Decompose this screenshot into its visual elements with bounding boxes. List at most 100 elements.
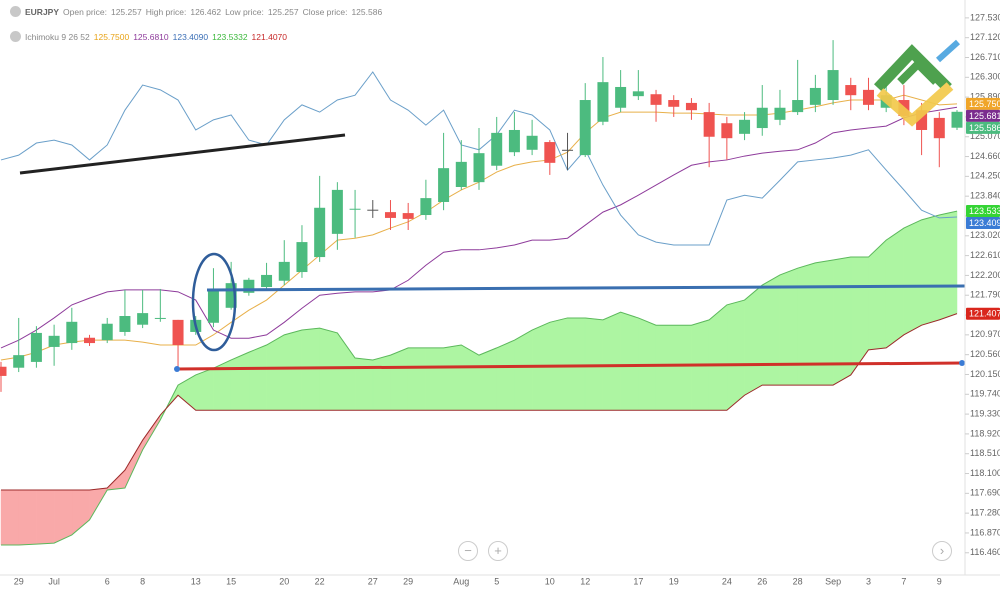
- x-tick-label: 3: [866, 576, 871, 586]
- candle-body: [792, 100, 804, 113]
- x-tick-label: 20: [279, 576, 289, 586]
- candle-body: [48, 335, 60, 347]
- cloud-segment: [337, 332, 356, 411]
- x-tick-label: 9: [937, 576, 942, 586]
- cloud-segment: [284, 329, 303, 411]
- field-label: Low price:: [225, 6, 264, 17]
- candle-body: [579, 100, 591, 156]
- cloud-segment: [461, 344, 480, 411]
- x-tick-label: 29: [403, 576, 413, 586]
- cloud-segment: [549, 317, 568, 411]
- cloud-segment: [354, 357, 374, 411]
- candle-body: [809, 87, 821, 105]
- cloud-segment: [673, 324, 692, 411]
- cloud-segment: [921, 214, 940, 326]
- cloud-segment: [762, 274, 781, 386]
- y-tick-label: 117.690: [970, 488, 1000, 498]
- cloud-segment: [372, 354, 391, 411]
- indicator-name: Ichimoku 9 26 52: [25, 31, 90, 42]
- zoom-in-button[interactable]: +: [488, 541, 508, 561]
- cloud-segment: [602, 311, 621, 411]
- candle-body: [402, 213, 414, 219]
- cloud-segment: [726, 299, 745, 411]
- cloud-segment: [266, 334, 285, 411]
- price-tag: [966, 121, 1000, 134]
- y-tick-label: 120.560: [970, 349, 1000, 359]
- candle-body: [296, 242, 308, 273]
- candle-body: [562, 149, 574, 151]
- cloud-segment: [567, 317, 586, 411]
- candle-body: [827, 70, 839, 101]
- cloud-segment: [443, 344, 462, 411]
- cloud-segment: [832, 256, 852, 386]
- y-tick-label: 120.970: [970, 329, 1000, 339]
- candle-body: [367, 209, 379, 211]
- cloud-segment: [195, 367, 214, 411]
- cloud-segment: [407, 347, 427, 411]
- field-value: 125.586: [351, 6, 383, 17]
- y-tick-label: 118.920: [970, 428, 1000, 438]
- cloud-segment: [620, 311, 639, 411]
- cloud-segment: [0, 489, 19, 546]
- candle-body: [721, 123, 733, 139]
- logo-yellow: [876, 82, 954, 127]
- price-tag: [966, 109, 1000, 122]
- x-tick-label: 15: [226, 576, 236, 586]
- cloud-segment: [655, 324, 674, 411]
- candle-body: [455, 161, 467, 187]
- candle-body: [703, 112, 715, 137]
- logo-green-inner: [897, 58, 939, 85]
- x-tick-label: 29: [14, 576, 24, 586]
- candle-body: [597, 82, 609, 122]
- settings-icon[interactable]: [10, 6, 21, 17]
- x-tick-label: 27: [368, 576, 378, 586]
- y-tick-label: 126.300: [970, 72, 1000, 82]
- x-tick-label: 8: [140, 576, 145, 586]
- cloud-segment: [496, 339, 515, 411]
- price-tag: [966, 217, 1000, 230]
- candle-body: [632, 91, 644, 97]
- y-tick-label: 127.120: [970, 32, 1000, 42]
- indicator-value: 123.4090: [172, 31, 209, 42]
- cloud-segment: [850, 256, 869, 376]
- candle-body: [491, 132, 503, 166]
- x-tick-label: 10: [545, 576, 555, 586]
- indicator-value: 121.4070: [251, 31, 287, 42]
- cloud-segment: [36, 489, 55, 545]
- indicator-value: 123.5332: [212, 31, 248, 42]
- candle-body: [685, 102, 697, 111]
- y-tick-label: 123.020: [970, 230, 1000, 240]
- x-tick-label: 28: [793, 576, 803, 586]
- x-tick-label: 26: [757, 576, 767, 586]
- candle-body: [207, 290, 219, 323]
- cloud-segment: [708, 304, 728, 411]
- highlight-ellipse: [191, 252, 237, 352]
- price-tag-label: 125.750: [969, 99, 1000, 109]
- candle-body: [119, 316, 131, 332]
- y-tick-label: 126.710: [970, 52, 1000, 62]
- cloud-segment: [584, 317, 604, 411]
- zoom-out-button[interactable]: −: [458, 541, 478, 561]
- y-tick-label: 118.510: [970, 448, 1000, 458]
- y-tick-label: 124.660: [970, 151, 1000, 161]
- cloud-segment: [903, 219, 922, 336]
- candle-body: [756, 107, 768, 129]
- candle-body: [66, 321, 78, 344]
- candle-body: [384, 212, 396, 218]
- cloud-segment: [478, 347, 497, 411]
- indicator-value: 125.7500: [93, 31, 130, 42]
- cloud-segment: [425, 347, 444, 411]
- candle-body: [845, 85, 857, 96]
- cloud-segment: [868, 239, 887, 351]
- horizontal-line: [176, 361, 964, 371]
- scroll-right-button[interactable]: ›: [932, 541, 952, 561]
- x-tick-label: Sep: [825, 576, 841, 586]
- cloud-segment: [71, 489, 90, 536]
- cloud-layer: [0, 210, 958, 546]
- candle-body: [508, 129, 520, 153]
- cloud-segment: [885, 227, 905, 349]
- candle-body: [13, 355, 25, 368]
- close-icon[interactable]: [10, 31, 21, 42]
